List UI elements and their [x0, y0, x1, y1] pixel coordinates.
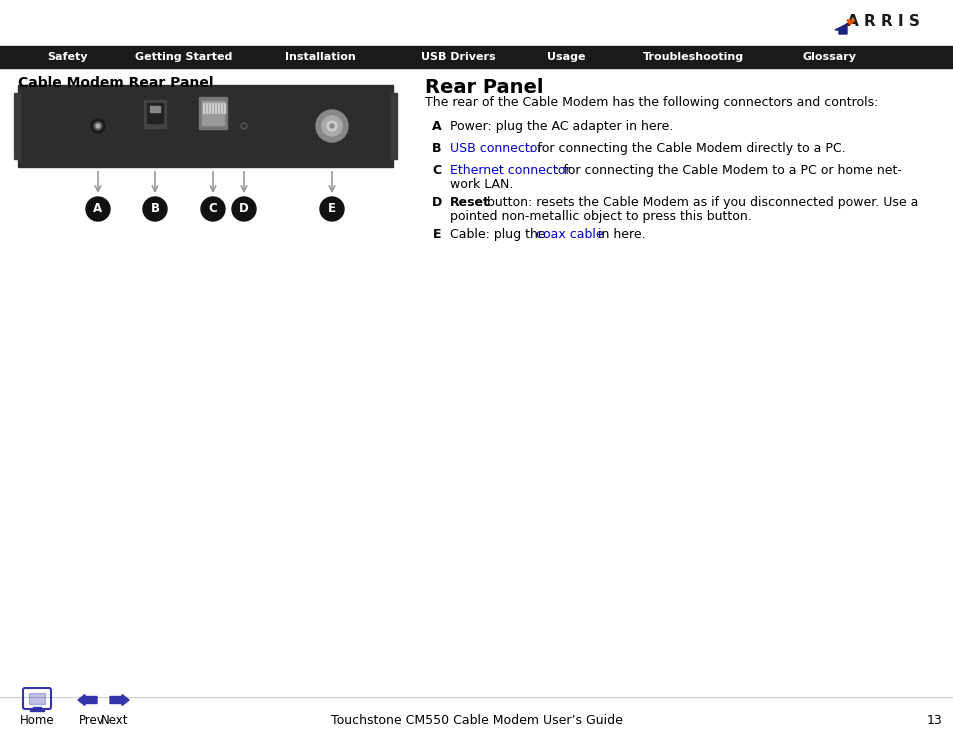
Bar — [212, 103, 213, 113]
Polygon shape — [834, 20, 854, 34]
Bar — [202, 101, 224, 125]
Circle shape — [327, 121, 336, 131]
Text: A R R I S: A R R I S — [846, 15, 919, 30]
Text: : for connecting the Cable Modem to a PC or home net-: : for connecting the Cable Modem to a PC… — [555, 164, 901, 177]
Bar — [14, 93, 20, 159]
Text: A: A — [93, 202, 103, 215]
Text: work LAN.: work LAN. — [450, 178, 513, 191]
Text: D: D — [432, 196, 441, 209]
Text: Home: Home — [20, 714, 54, 727]
Text: B: B — [432, 142, 441, 155]
Text: Ethernet connector: Ethernet connector — [450, 164, 570, 177]
Bar — [147, 103, 163, 123]
Bar — [391, 93, 396, 159]
Text: Next: Next — [101, 714, 129, 727]
Text: Rear Panel: Rear Panel — [424, 78, 543, 97]
Text: Prev: Prev — [79, 714, 105, 727]
Text: : for connecting the Cable Modem directly to a PC.: : for connecting the Cable Modem directl… — [529, 142, 844, 155]
Text: Power: plug the AC adapter in here.: Power: plug the AC adapter in here. — [450, 120, 673, 133]
Text: Safety: Safety — [48, 52, 89, 62]
Bar — [203, 103, 204, 113]
Text: Installation: Installation — [284, 52, 355, 62]
Circle shape — [91, 119, 105, 133]
Circle shape — [94, 122, 102, 130]
Circle shape — [319, 197, 344, 221]
Circle shape — [96, 124, 100, 128]
Text: E: E — [433, 228, 441, 241]
Text: B: B — [151, 202, 159, 215]
Circle shape — [241, 123, 247, 129]
Circle shape — [201, 197, 225, 221]
Bar — [199, 97, 227, 129]
Text: Reset: Reset — [450, 196, 489, 209]
Bar — [224, 103, 225, 113]
Circle shape — [322, 116, 341, 136]
Circle shape — [242, 125, 245, 128]
Text: button: resets the Cable Modem as if you disconnected power. Use a: button: resets the Cable Modem as if you… — [482, 196, 918, 209]
Text: C: C — [432, 164, 441, 177]
Text: Touchstone CM550 Cable Modem User’s Guide: Touchstone CM550 Cable Modem User’s Guid… — [331, 714, 622, 727]
Text: in here.: in here. — [594, 228, 645, 241]
Text: The rear of the Cable Modem has the following connectors and controls:: The rear of the Cable Modem has the foll… — [424, 96, 878, 109]
Text: Glossary: Glossary — [802, 52, 856, 62]
Text: USB Drivers: USB Drivers — [420, 52, 495, 62]
Text: A: A — [432, 120, 441, 133]
Circle shape — [330, 124, 334, 128]
Text: USB connector: USB connector — [450, 142, 542, 155]
Text: pointed non-metallic object to press this button.: pointed non-metallic object to press thi… — [450, 210, 751, 223]
FancyArrow shape — [110, 694, 129, 706]
FancyArrow shape — [78, 694, 97, 706]
Bar — [29, 693, 45, 704]
Text: 13: 13 — [926, 714, 942, 727]
Text: C: C — [209, 202, 217, 215]
Bar — [18, 85, 393, 167]
Bar — [150, 106, 160, 112]
Bar — [30, 709, 44, 711]
Circle shape — [232, 197, 255, 221]
Text: Cable: plug the: Cable: plug the — [450, 228, 549, 241]
Text: E: E — [328, 202, 335, 215]
Text: Cable Modem Rear Panel: Cable Modem Rear Panel — [18, 76, 213, 90]
Bar — [0, 46, 953, 68]
Text: Troubleshooting: Troubleshooting — [641, 52, 742, 62]
Text: Usage: Usage — [546, 52, 584, 62]
Polygon shape — [846, 20, 854, 25]
Circle shape — [143, 197, 167, 221]
Circle shape — [315, 110, 348, 142]
Bar — [221, 103, 222, 113]
Bar — [144, 100, 166, 128]
Text: D: D — [239, 202, 249, 215]
Bar — [209, 103, 211, 113]
Bar — [218, 103, 219, 113]
Bar — [33, 707, 41, 710]
Circle shape — [86, 197, 110, 221]
Bar — [214, 103, 216, 113]
Text: Getting Started: Getting Started — [135, 52, 233, 62]
Bar — [206, 103, 208, 113]
Text: coax cable: coax cable — [536, 228, 603, 241]
